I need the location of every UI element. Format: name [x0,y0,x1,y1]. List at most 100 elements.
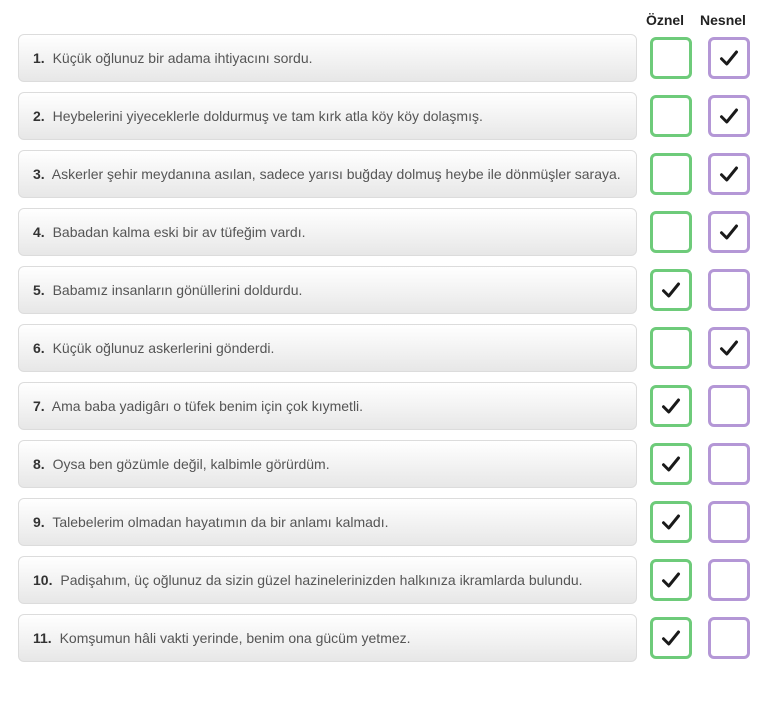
oznel-checkbox[interactable] [650,501,692,543]
oznel-checkbox-wrap [647,92,695,140]
nesnel-checkbox[interactable] [708,443,750,485]
oznel-checkbox-wrap [647,266,695,314]
sentence-box: 4. Babadan kalma eski bir av tüfeğim var… [18,208,637,256]
sentence-box: 11. Komşumun hâli vakti yerinde, benim o… [18,614,637,662]
sentence-text: Askerler şehir meydanına asılan, sadece … [49,166,621,182]
oznel-checkbox-wrap [647,440,695,488]
table-row: 3. Askerler şehir meydanına asılan, sade… [18,150,753,198]
sentence-box: 10. Padişahım, üç oğlunuz da sizin güzel… [18,556,637,604]
sentence-text: Küçük oğlunuz askerlerini gönderdi. [49,340,275,356]
sentence-box: 6. Küçük oğlunuz askerlerini gönderdi. [18,324,637,372]
sentence-box: 5. Babamız insanların gönüllerini doldur… [18,266,637,314]
checkmark-icon [717,46,741,70]
oznel-checkbox[interactable] [650,211,692,253]
sentence-text: Komşumun hâli vakti yerinde, benim ona g… [56,630,411,646]
nesnel-checkbox-wrap [705,498,753,546]
sentence-number: 9. [33,514,45,530]
oznel-checkbox[interactable] [650,95,692,137]
table-row: 11. Komşumun hâli vakti yerinde, benim o… [18,614,753,662]
oznel-checkbox-wrap [647,556,695,604]
header-nesnel: Nesnel [699,12,747,28]
oznel-checkbox-wrap [647,382,695,430]
sentence-box: 3. Askerler şehir meydanına asılan, sade… [18,150,637,198]
oznel-checkbox[interactable] [650,269,692,311]
sentence-number: 1. [33,50,45,66]
checkmark-icon [659,568,683,592]
oznel-checkbox-wrap [647,498,695,546]
sentence-box: 2. Heybelerini yiyeceklerle doldurmuş ve… [18,92,637,140]
sentence-text: Küçük oğlunuz bir adama ihtiyacını sordu… [49,50,313,66]
checkmark-icon [717,220,741,244]
nesnel-checkbox[interactable] [708,559,750,601]
sentence-number: 6. [33,340,45,356]
nesnel-checkbox[interactable] [708,95,750,137]
checkmark-icon [659,626,683,650]
sentence-number: 10. [33,572,52,588]
table-row: 7. Ama baba yadigârı o tüfek benim için … [18,382,753,430]
sentence-number: 7. [33,398,45,414]
nesnel-checkbox[interactable] [708,327,750,369]
table-row: 8. Oysa ben gözümle değil, kalbimle görü… [18,440,753,488]
nesnel-checkbox-wrap [705,382,753,430]
sentence-box: 9. Talebelerim olmadan hayatımın da bir … [18,498,637,546]
sentence-text: Babadan kalma eski bir av tüfeğim vardı. [49,224,306,240]
oznel-checkbox-wrap [647,34,695,82]
nesnel-checkbox-wrap [705,92,753,140]
table-row: 6. Küçük oğlunuz askerlerini gönderdi. [18,324,753,372]
oznel-checkbox[interactable] [650,37,692,79]
table-row: 1. Küçük oğlunuz bir adama ihtiyacını so… [18,34,753,82]
sentence-text: Oysa ben gözümle değil, kalbimle görürdü… [49,456,330,472]
nesnel-checkbox-wrap [705,324,753,372]
nesnel-checkbox-wrap [705,266,753,314]
table-row: 10. Padişahım, üç oğlunuz da sizin güzel… [18,556,753,604]
sentence-number: 2. [33,108,45,124]
sentence-text: Padişahım, üç oğlunuz da sizin güzel haz… [56,572,582,588]
checkmark-icon [659,452,683,476]
nesnel-checkbox[interactable] [708,385,750,427]
nesnel-checkbox[interactable] [708,211,750,253]
sentence-text: Ama baba yadigârı o tüfek benim için çok… [49,398,363,414]
oznel-checkbox-wrap [647,614,695,662]
table-row: 9. Talebelerim olmadan hayatımın da bir … [18,498,753,546]
checkmark-icon [659,278,683,302]
header-oznel: Öznel [641,12,689,28]
nesnel-checkbox[interactable] [708,269,750,311]
oznel-checkbox-wrap [647,324,695,372]
sentence-text: Talebelerim olmadan hayatımın da bir anl… [49,514,389,530]
oznel-checkbox[interactable] [650,559,692,601]
nesnel-checkbox[interactable] [708,153,750,195]
rows-host: 1. Küçük oğlunuz bir adama ihtiyacını so… [18,34,753,662]
nesnel-checkbox[interactable] [708,37,750,79]
nesnel-checkbox[interactable] [708,617,750,659]
oznel-checkbox[interactable] [650,617,692,659]
sentence-box: 1. Küçük oğlunuz bir adama ihtiyacını so… [18,34,637,82]
nesnel-checkbox-wrap [705,208,753,256]
oznel-checkbox[interactable] [650,327,692,369]
nesnel-checkbox-wrap [705,150,753,198]
checkmark-icon [717,336,741,360]
sentence-text: Babamız insanların gönüllerini doldurdu. [49,282,303,298]
nesnel-checkbox-wrap [705,556,753,604]
nesnel-checkbox-wrap [705,34,753,82]
sentence-number: 8. [33,456,45,472]
sentence-number: 5. [33,282,45,298]
table-row: 4. Babadan kalma eski bir av tüfeğim var… [18,208,753,256]
oznel-checkbox[interactable] [650,385,692,427]
checkmark-icon [717,162,741,186]
table-row: 2. Heybelerini yiyeceklerle doldurmuş ve… [18,92,753,140]
sentence-box: 8. Oysa ben gözümle değil, kalbimle görü… [18,440,637,488]
checkmark-icon [659,394,683,418]
sentence-text: Heybelerini yiyeceklerle doldurmuş ve ta… [49,108,483,124]
nesnel-checkbox-wrap [705,440,753,488]
sentence-number: 11. [33,630,52,646]
header-row: Öznel Nesnel [18,12,753,28]
oznel-checkbox[interactable] [650,443,692,485]
checkmark-icon [717,104,741,128]
oznel-checkbox-wrap [647,150,695,198]
sentence-box: 7. Ama baba yadigârı o tüfek benim için … [18,382,637,430]
nesnel-checkbox[interactable] [708,501,750,543]
checkmark-icon [659,510,683,534]
oznel-checkbox-wrap [647,208,695,256]
nesnel-checkbox-wrap [705,614,753,662]
oznel-checkbox[interactable] [650,153,692,195]
